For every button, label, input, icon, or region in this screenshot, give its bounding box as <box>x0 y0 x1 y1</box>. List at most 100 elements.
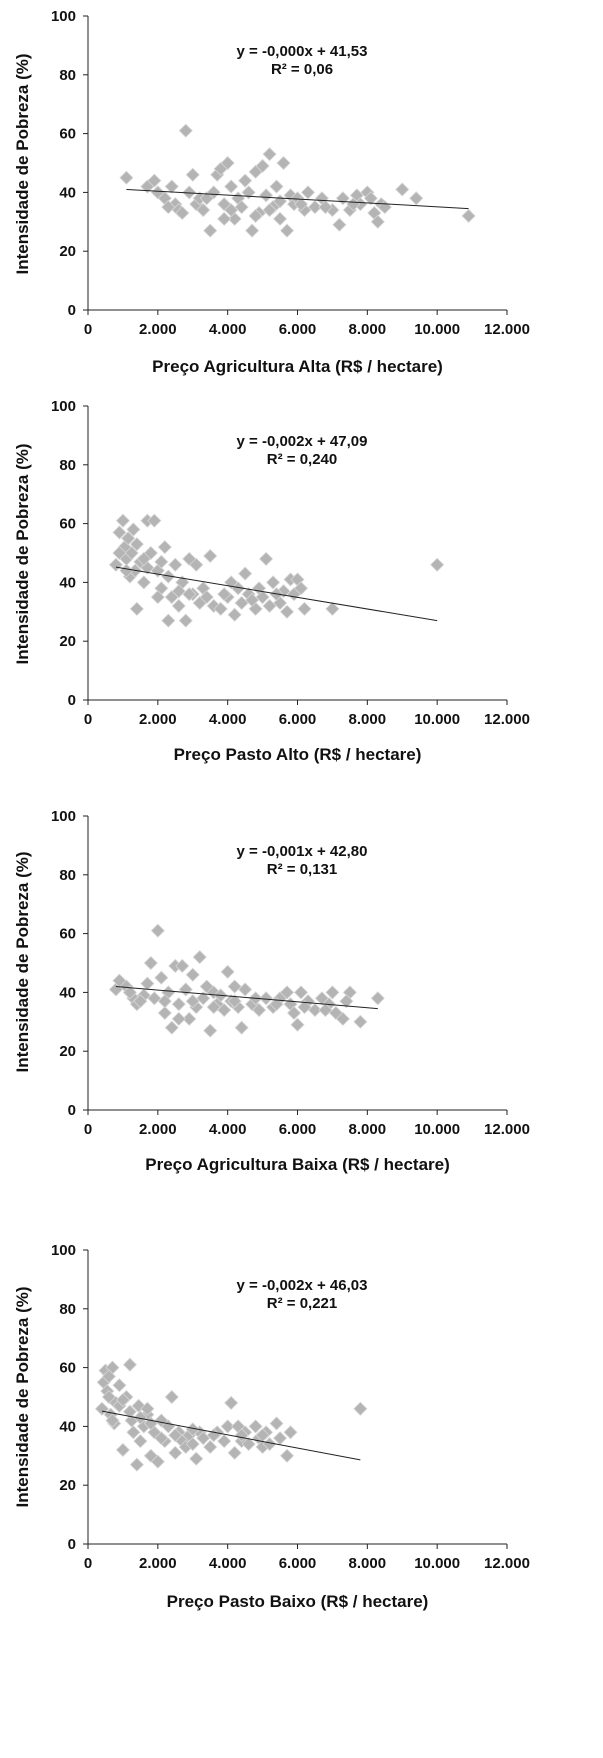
data-point <box>157 1005 172 1021</box>
x-axis-title: Preço Pasto Baixo (R$ / hectare) <box>167 1592 429 1611</box>
y-tick-label: 60 <box>59 926 76 943</box>
data-point <box>293 985 309 1000</box>
data-point <box>220 1419 235 1434</box>
data-point <box>154 970 169 985</box>
r-squared-label: R² = 0,06 <box>271 61 333 78</box>
y-tick-label: 100 <box>51 808 76 825</box>
data-point <box>101 1369 117 1384</box>
scatter-chart-1: 0 20 40 60 80 100 0 2.000 4.000 6.000 8.000 10.000 1… <box>13 8 530 376</box>
data-point <box>108 557 123 572</box>
data-point <box>136 551 151 566</box>
data-point <box>168 1428 183 1443</box>
data-point <box>124 545 139 561</box>
data-point <box>279 604 295 619</box>
data-point <box>161 569 176 584</box>
y-tick-label: 60 <box>59 1360 76 1377</box>
data-point <box>259 991 274 1006</box>
data-point <box>126 1425 141 1440</box>
data-point <box>335 1011 350 1026</box>
data-point <box>189 557 204 572</box>
data-point <box>161 200 176 215</box>
data-point <box>154 554 169 569</box>
y-tick-label: 0 <box>68 692 76 709</box>
data-point <box>129 601 144 616</box>
x-tick-label: 2.000 <box>139 1121 177 1138</box>
x-tick-label: 12.000 <box>484 711 530 728</box>
data-point <box>175 958 190 974</box>
data-point <box>164 179 179 194</box>
data-point <box>227 607 242 622</box>
data-point <box>279 223 295 238</box>
data-point <box>199 590 214 605</box>
x-tick-label: 4.000 <box>209 321 247 338</box>
data-point <box>265 575 281 590</box>
data-point <box>129 1457 144 1472</box>
y-tick-label: 60 <box>59 516 76 533</box>
data-point <box>115 1392 130 1408</box>
data-point <box>136 575 151 590</box>
data-point <box>430 557 445 572</box>
x-tick-label: 10.000 <box>414 1121 460 1138</box>
data-point <box>150 923 165 938</box>
data-point <box>133 1434 148 1449</box>
data-point <box>203 548 218 564</box>
data-point <box>227 979 242 994</box>
y-tick-label: 40 <box>59 984 76 1001</box>
r-squared-label: R² = 0,131 <box>267 861 337 878</box>
data-point <box>196 202 211 218</box>
data-point <box>147 991 162 1006</box>
data-point <box>122 1404 137 1419</box>
data-point <box>339 994 354 1009</box>
data-point <box>182 185 197 200</box>
x-tick-label: 0 <box>84 1121 92 1138</box>
y-tick-label: 0 <box>68 1102 76 1119</box>
data-point <box>199 191 214 206</box>
data-point <box>112 545 127 561</box>
data-point <box>147 513 162 528</box>
scatter-chart-3: 0 20 40 60 80 100 0 2.000 4.000 6.000 8.000 10.000 1… <box>13 808 530 1174</box>
y-tick-label: 80 <box>59 867 76 884</box>
data-point <box>140 976 155 991</box>
y-axis-title: Intensidade de Pobreza (%) <box>13 851 32 1072</box>
data-point <box>178 982 193 997</box>
x-tick-label: 2.000 <box>139 1555 177 1572</box>
y-tick-label: 20 <box>59 243 76 260</box>
data-point <box>279 1448 295 1463</box>
y-tick-label: 40 <box>59 184 76 201</box>
data-point <box>353 1401 368 1416</box>
data-point <box>318 200 333 215</box>
data-point <box>325 985 340 1000</box>
data-point <box>122 1357 137 1372</box>
data-point <box>203 1023 218 1038</box>
data-point <box>259 551 274 566</box>
data-point <box>293 581 309 596</box>
data-point <box>234 1020 249 1035</box>
data-point <box>238 566 253 581</box>
data-point <box>126 522 141 537</box>
data-point <box>272 211 288 226</box>
x-tick-label: 10.000 <box>414 711 460 728</box>
data-point <box>279 985 295 1000</box>
data-point <box>171 584 186 599</box>
y-tick-label: 80 <box>59 457 76 474</box>
data-point <box>252 1002 267 1018</box>
data-point <box>224 202 239 218</box>
data-point <box>409 191 424 206</box>
data-point <box>269 1416 284 1431</box>
data-point <box>157 540 172 555</box>
data-point <box>171 598 186 613</box>
x-tick-label: 2.000 <box>139 711 177 728</box>
data-point <box>335 191 350 206</box>
x-tick-label: 6.000 <box>279 711 317 728</box>
y-axis-title: Intensidade de Pobreza (%) <box>13 1286 32 1507</box>
trendline <box>126 188 469 210</box>
data-point <box>259 188 274 203</box>
x-tick-label: 8.000 <box>349 1555 387 1572</box>
data-point <box>245 592 260 608</box>
x-tick-label: 12.000 <box>484 1555 530 1572</box>
data-point <box>276 155 291 171</box>
data-point <box>185 1436 200 1452</box>
r-squared-label: R² = 0,240 <box>267 451 337 468</box>
data-point <box>293 197 309 212</box>
